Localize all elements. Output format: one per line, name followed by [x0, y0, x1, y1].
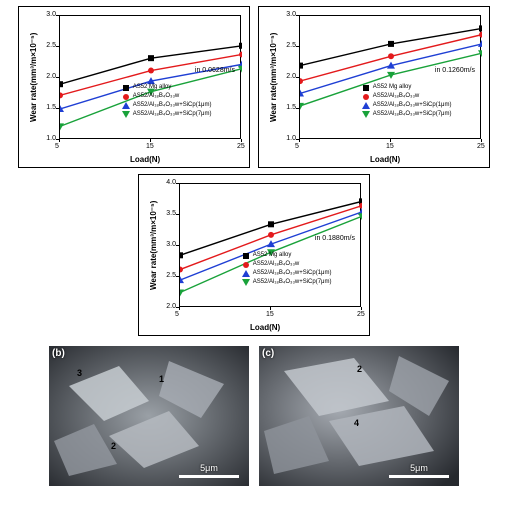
sem-b-scale-bar — [179, 475, 239, 478]
chart-row-mid: 2.02.53.03.54.051525Load(N)Wear rate(mm³… — [0, 174, 508, 336]
sem-c-ann-2: 2 — [357, 364, 362, 374]
sem-c-scalebar: 5μm — [389, 463, 449, 478]
sem-b: (b) 1 2 3 5μm — [49, 346, 249, 486]
sem-b-label: (b) — [52, 348, 65, 359]
sem-b-ann-2: 2 — [111, 441, 116, 451]
chart-3: 2.02.53.03.54.051525Load(N)Wear rate(mm³… — [138, 174, 370, 336]
sem-b-scale-text: 5μm — [200, 463, 218, 473]
sem-b-ann-3: 3 — [77, 368, 82, 378]
chart-row-top: 1.01.52.02.53.051525Load(N)Wear rate(mm³… — [0, 6, 508, 168]
sem-b-scalebar: 5μm — [179, 463, 239, 478]
sem-c-label: (c) — [262, 348, 274, 359]
chart-1: 1.01.52.02.53.051525Load(N)Wear rate(mm³… — [18, 6, 250, 168]
sem-c-scale-bar — [389, 475, 449, 478]
sem-c-ann-4: 4 — [354, 418, 359, 428]
sem-row: (b) 1 2 3 5μm (c) 2 4 5μm — [0, 346, 508, 486]
chart-2: 1.01.52.02.53.051525Load(N)Wear rate(mm³… — [258, 6, 490, 168]
sem-c-scale-text: 5μm — [410, 463, 428, 473]
sem-b-ann-1: 1 — [159, 374, 164, 384]
sem-c: (c) 2 4 5μm — [259, 346, 459, 486]
